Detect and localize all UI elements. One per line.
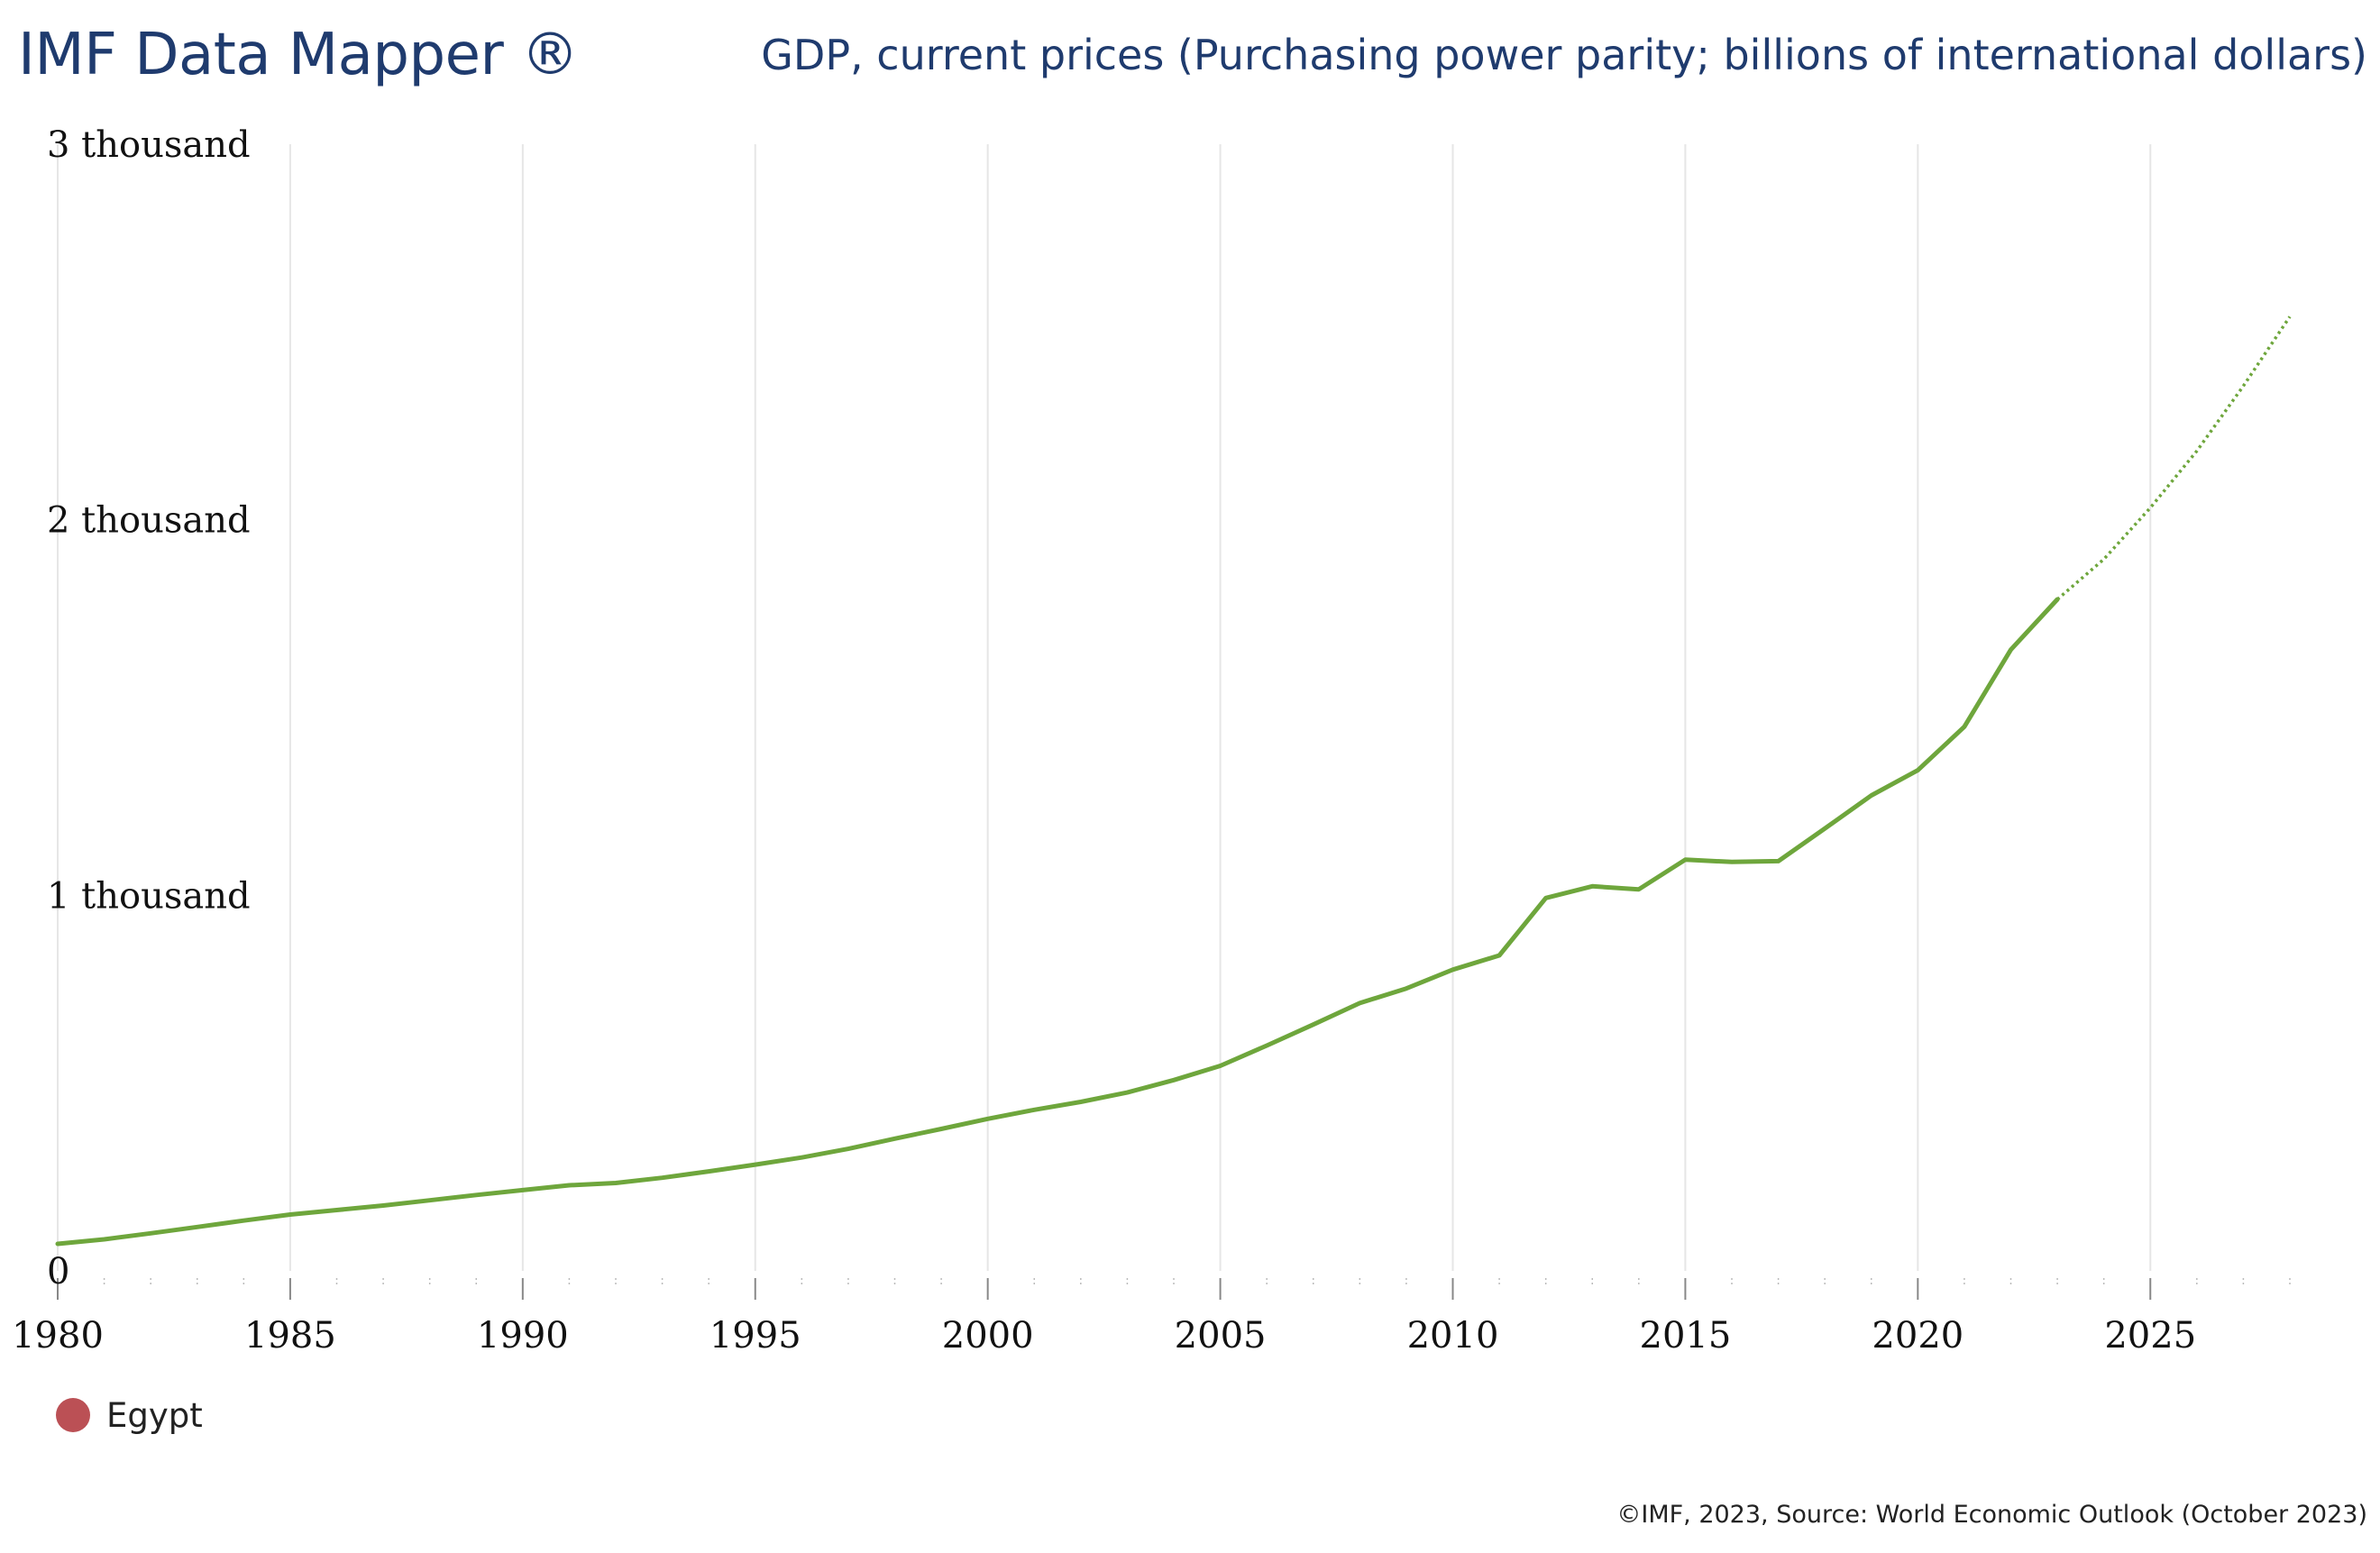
x-tick-label-1995: 1995 (709, 1315, 801, 1357)
x-tick-label-1985: 1985 (244, 1315, 336, 1357)
chart-title: GDP, current prices (Purchasing power pa… (761, 31, 2367, 79)
y-tick-label-2: 2 thousand (47, 500, 251, 542)
x-axis (57, 1278, 2291, 1300)
legend-label: Egypt (106, 1395, 203, 1435)
x-tick-label-2020: 2020 (1872, 1315, 1964, 1357)
x-tick-label-2005: 2005 (1175, 1315, 1267, 1357)
y-tick-label-1: 1 thousand (47, 875, 251, 917)
x-tick-label-1980: 1980 (12, 1315, 104, 1357)
legend-marker (56, 1398, 90, 1432)
legend[interactable]: Egypt (56, 1395, 203, 1435)
x-tick-label-2000: 2000 (942, 1315, 1034, 1357)
series-lines (55, 315, 2292, 1247)
brand-title: IMF Data Mapper ® (18, 22, 579, 88)
x-tick-label-1990: 1990 (477, 1315, 569, 1357)
series-line-0[interactable] (55, 597, 2060, 1247)
series-projection-0[interactable] (2055, 315, 2292, 601)
y-axis-labels: 0 1 thousand 2 thousand 3 thousand (47, 124, 251, 1293)
source-note: ©IMF, 2023, Source: World Economic Outlo… (1616, 1501, 2367, 1529)
x-axis-labels: 1980 1985 1990 1995 2000 2005 2010 2015 2020 2025 (12, 1315, 2196, 1357)
y-tick-label-0: 0 (47, 1251, 69, 1293)
x-tick-label-2015: 2015 (1640, 1315, 1732, 1357)
x-tick-label-2010: 2010 (1407, 1315, 1499, 1357)
grid-lines (57, 144, 2152, 1271)
x-tick-label-2025: 2025 (2104, 1315, 2196, 1357)
y-tick-label-3: 3 thousand (47, 124, 251, 166)
